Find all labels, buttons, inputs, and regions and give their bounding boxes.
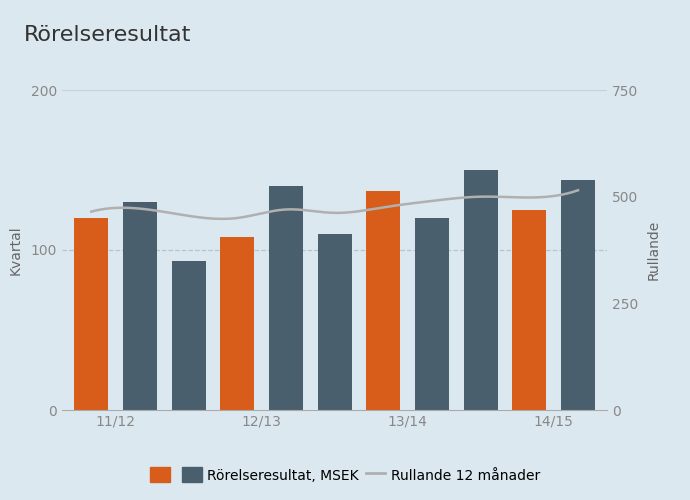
Text: Rörelseresultat: Rörelseresultat xyxy=(24,25,192,45)
Bar xyxy=(366,191,400,410)
Bar xyxy=(172,261,206,410)
Y-axis label: Kvartal: Kvartal xyxy=(8,225,23,275)
Bar xyxy=(317,234,352,410)
Bar xyxy=(561,180,595,410)
Legend: , Rörelseresultat, MSEK, Rullande 12 månader: , Rörelseresultat, MSEK, Rullande 12 mån… xyxy=(145,462,545,488)
Bar xyxy=(123,202,157,410)
Bar xyxy=(464,170,497,410)
Bar xyxy=(220,237,255,410)
Bar xyxy=(415,218,449,410)
Y-axis label: Rullande: Rullande xyxy=(647,220,660,280)
Bar xyxy=(269,186,303,410)
Bar xyxy=(75,218,108,410)
Bar xyxy=(512,210,546,410)
